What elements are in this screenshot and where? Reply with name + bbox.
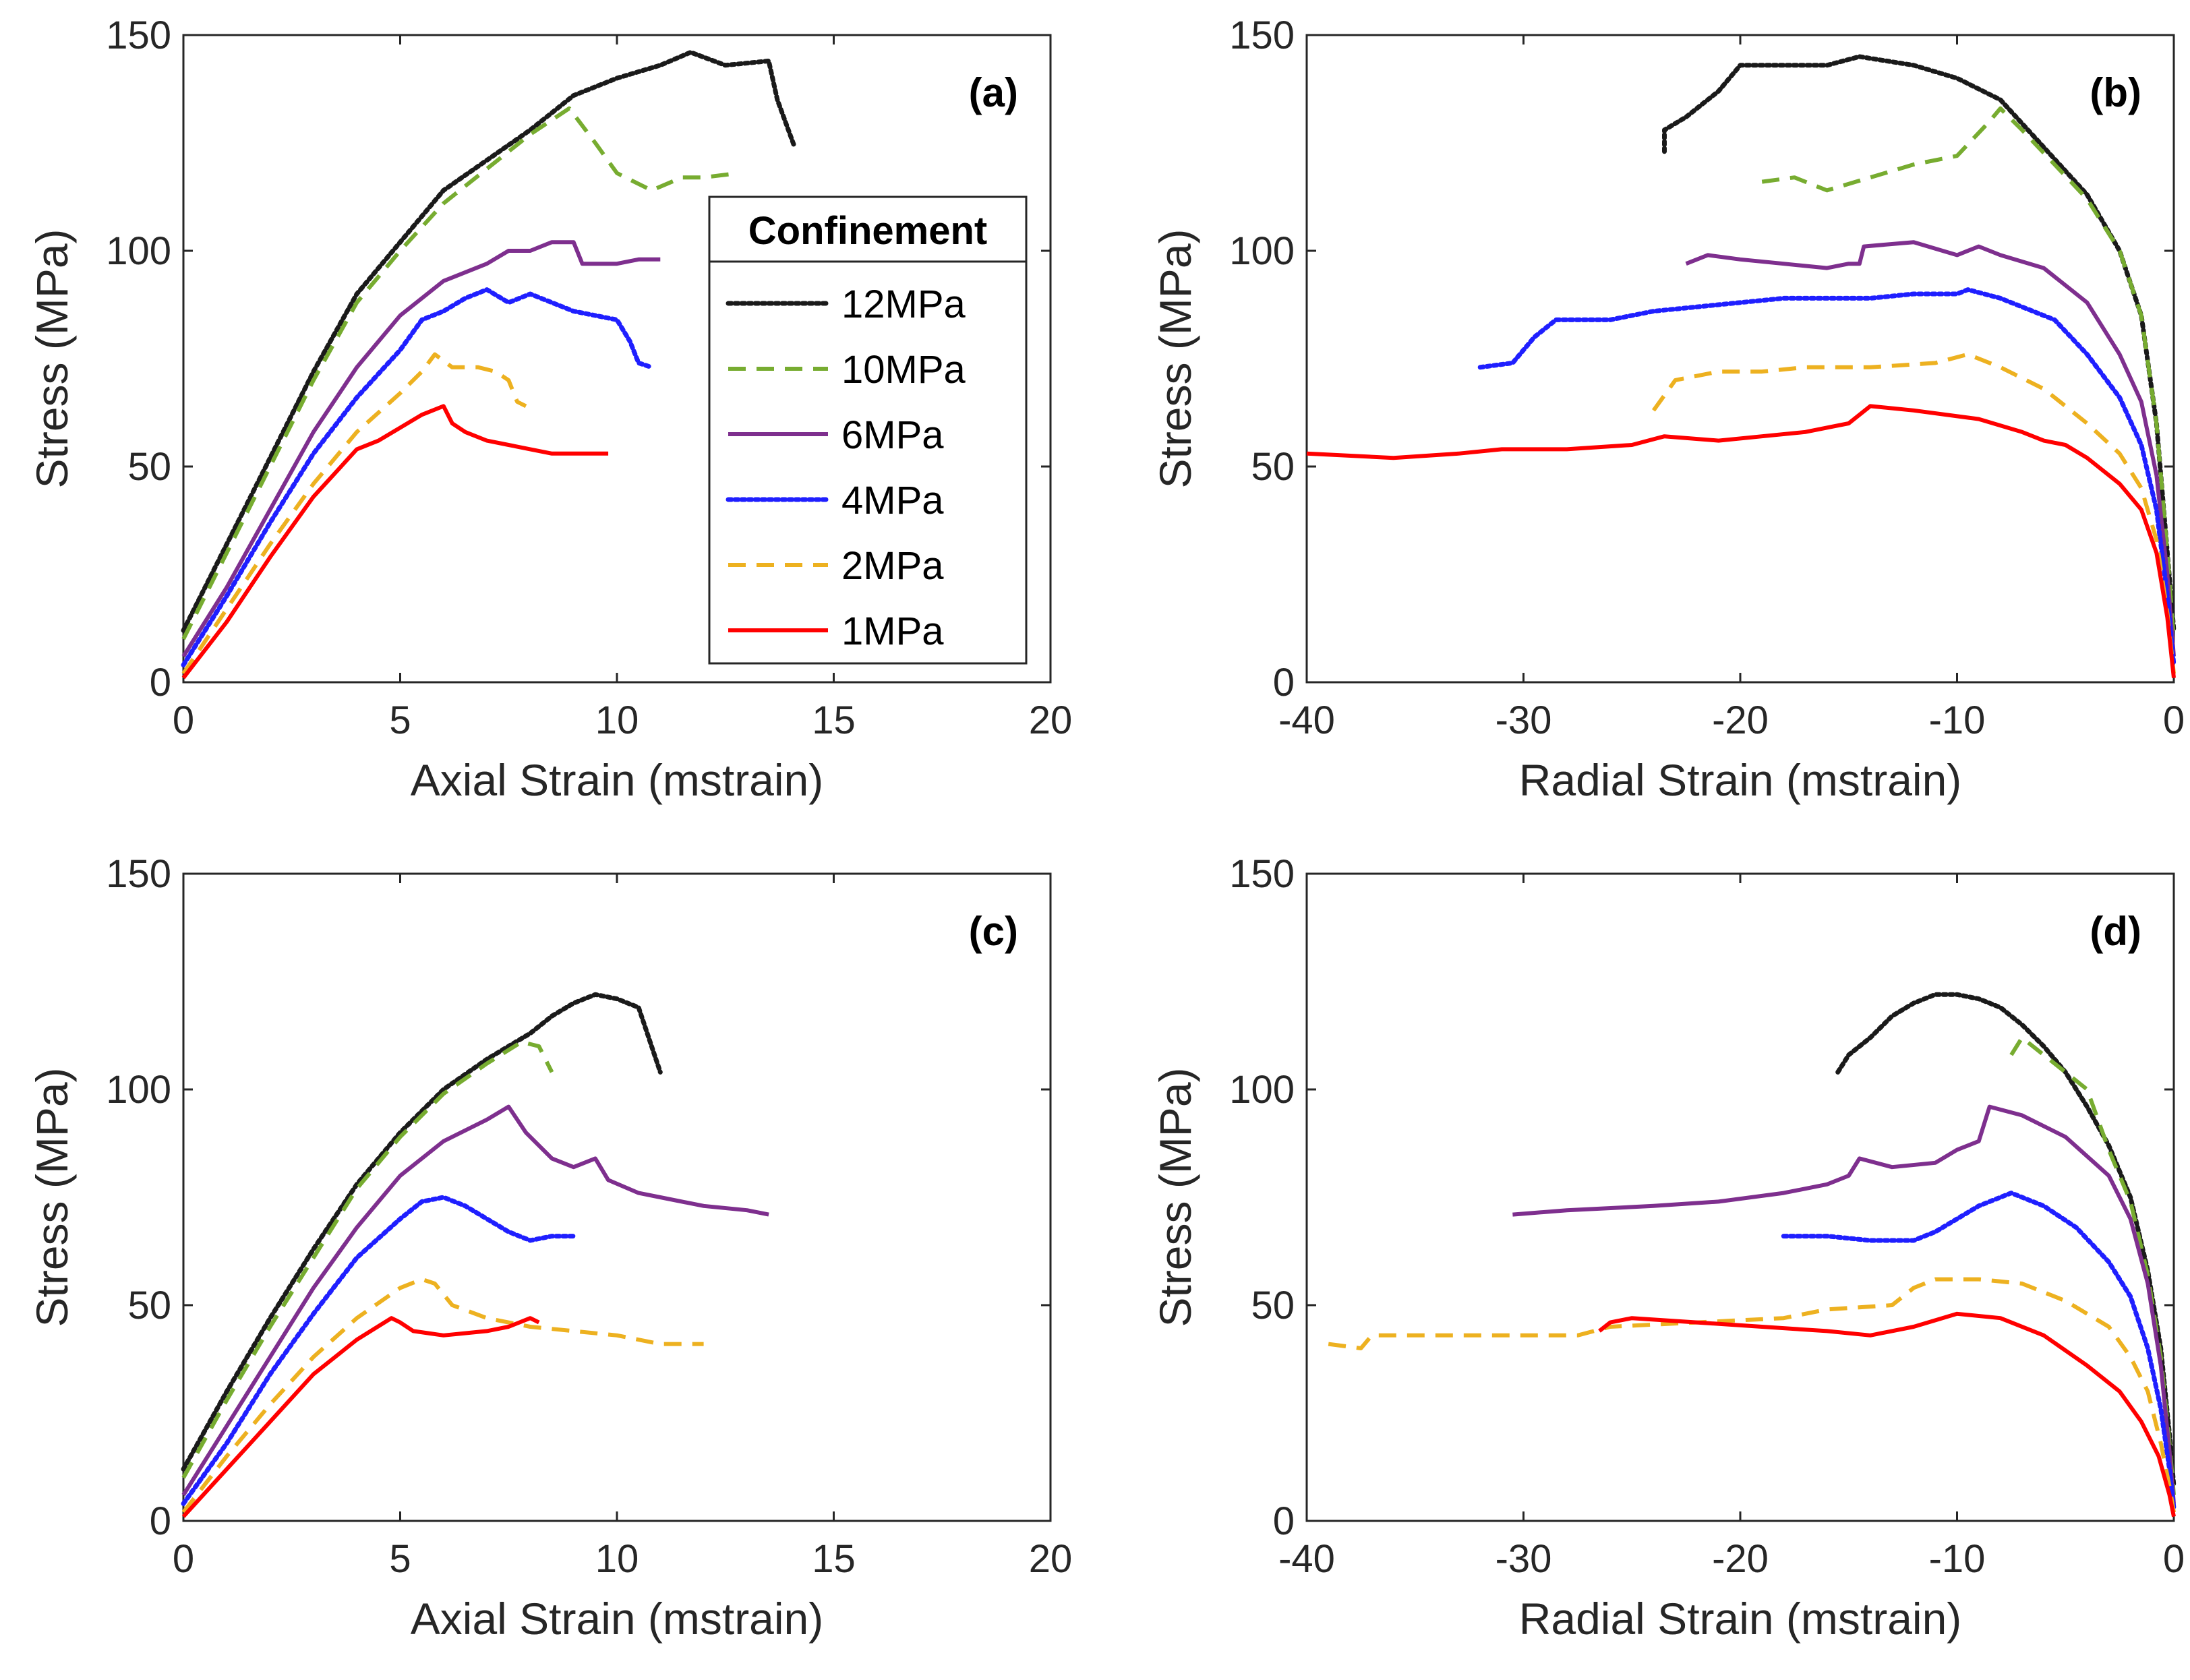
series-line-c-12MPa bbox=[181, 992, 663, 1472]
series-line-b-6MPa bbox=[1685, 240, 2176, 657]
series-line-a-12MPa bbox=[181, 50, 798, 633]
series-line-d-1MPa bbox=[1598, 1311, 2176, 1518]
x-tick-label-c-3: 15 bbox=[812, 1537, 856, 1581]
series-line-a-4MPa bbox=[181, 287, 654, 667]
x-tick-label-b-2: -20 bbox=[1712, 698, 1769, 742]
x-axis-label-d: Radial Strain (mstrain) bbox=[1519, 1594, 1962, 1644]
series-line-c-6MPa bbox=[181, 1104, 769, 1497]
y-tick-label-b-1: 50 bbox=[1251, 445, 1295, 489]
series-line-a-2MPa bbox=[181, 352, 527, 675]
y-tick-label-d-0: 0 bbox=[1273, 1499, 1295, 1543]
x-tick-label-a-0: 0 bbox=[173, 698, 194, 742]
series-line-d-4MPa bbox=[1781, 1191, 2177, 1511]
panel-c: 0 5 10 15 20 0 50 100 150 Axial Strain (mstrain) S… bbox=[27, 852, 1072, 1644]
series-line-a-6MPa bbox=[181, 240, 661, 658]
panel-label-d: (d) bbox=[2090, 909, 2141, 954]
series-group-a bbox=[181, 50, 798, 680]
series-group-d bbox=[1328, 992, 2177, 1518]
y-tick-label-d-1: 50 bbox=[1251, 1284, 1295, 1327]
x-axis-label-c: Axial Strain (mstrain) bbox=[411, 1594, 823, 1644]
x-tick-label-a-4: 20 bbox=[1029, 698, 1073, 742]
x-tick-label-d-3: -10 bbox=[1929, 1537, 1986, 1581]
y-tick-label-c-1: 50 bbox=[127, 1284, 171, 1327]
series-line-c-10MPa bbox=[181, 1040, 554, 1479]
legend-label-12MPa: 12MPa bbox=[841, 282, 966, 326]
y-axis-label-c: Stress (MPa) bbox=[27, 1067, 77, 1327]
y-tick-label-b-0: 0 bbox=[1273, 661, 1295, 704]
x-tick-label-c-0: 0 bbox=[173, 1537, 194, 1581]
series-line-a-10MPa bbox=[181, 106, 739, 640]
y-tick-label-c-3: 150 bbox=[106, 852, 171, 896]
y-tick-label-a-0: 0 bbox=[150, 661, 171, 704]
y-tick-label-c-0: 0 bbox=[150, 1499, 171, 1543]
legend-label-10MPa: 10MPa bbox=[841, 348, 966, 392]
legend-title: Confinement bbox=[748, 209, 987, 253]
x-tick-label-c-1: 5 bbox=[389, 1537, 411, 1581]
y-axis-label-d: Stress (MPa) bbox=[1150, 1067, 1200, 1327]
series-group-b bbox=[1306, 54, 2177, 678]
x-tick-label-d-4: 0 bbox=[2163, 1537, 2185, 1581]
y-tick-label-a-2: 100 bbox=[106, 229, 171, 273]
x-tick-label-b-0: -40 bbox=[1278, 698, 1335, 742]
x-tick-label-d-1: -30 bbox=[1496, 1537, 1552, 1581]
y-tick-label-a-1: 50 bbox=[127, 445, 171, 489]
series-group-c bbox=[181, 992, 769, 1518]
x-tick-label-d-2: -20 bbox=[1712, 1537, 1769, 1581]
legend: Confinement 12MPa 10MPa 6MPa 4MPa 2MPa 1MPa bbox=[708, 196, 1028, 665]
legend-box bbox=[708, 196, 1028, 665]
x-axis-label-a: Axial Strain (mstrain) bbox=[411, 755, 823, 805]
y-tick-label-d-3: 150 bbox=[1229, 852, 1295, 896]
panel-b: -40 -30 -20 -10 0 0 50 100 150 Radial Strain (mst… bbox=[1150, 13, 2185, 805]
x-tick-label-c-2: 10 bbox=[595, 1537, 639, 1581]
legend-label-4MPa: 4MPa bbox=[841, 479, 944, 522]
y-tick-label-d-2: 100 bbox=[1229, 1068, 1295, 1112]
series-line-d-2MPa bbox=[1328, 1277, 2176, 1513]
panel-label-b: (b) bbox=[2090, 70, 2141, 115]
legend-label-6MPa: 6MPa bbox=[841, 413, 944, 457]
series-line-c-2MPa bbox=[181, 1277, 704, 1514]
y-tick-label-b-3: 150 bbox=[1229, 13, 1295, 57]
y-tick-label-b-2: 100 bbox=[1229, 229, 1295, 273]
series-line-c-1MPa bbox=[181, 1316, 540, 1518]
legend-label-2MPa: 2MPa bbox=[841, 544, 944, 588]
legend-label-1MPa: 1MPa bbox=[841, 609, 944, 653]
series-line-b-2MPa bbox=[1651, 352, 2176, 674]
x-tick-label-d-0: -40 bbox=[1278, 1537, 1335, 1581]
x-tick-label-b-1: -30 bbox=[1496, 698, 1552, 742]
series-line-a-1MPa bbox=[181, 404, 609, 680]
series-line-b-4MPa bbox=[1477, 287, 2177, 667]
y-tick-label-c-2: 100 bbox=[106, 1068, 171, 1112]
panel-label-c: (c) bbox=[969, 909, 1018, 954]
x-tick-label-c-4: 20 bbox=[1029, 1537, 1073, 1581]
x-tick-label-a-3: 15 bbox=[812, 698, 856, 742]
x-tick-label-a-2: 10 bbox=[595, 698, 639, 742]
x-tick-label-a-1: 5 bbox=[389, 698, 411, 742]
y-axis-label-a: Stress (MPa) bbox=[27, 229, 77, 488]
panel-a: 0 5 10 15 20 0 50 100 150 Axial Strain (mstrain) S… bbox=[27, 13, 1072, 805]
x-axis-label-b: Radial Strain (mstrain) bbox=[1519, 755, 1962, 805]
x-tick-label-b-4: 0 bbox=[2163, 698, 2185, 742]
y-axis-label-b: Stress (MPa) bbox=[1150, 229, 1200, 488]
series-line-c-4MPa bbox=[181, 1195, 576, 1506]
panel-d: -40 -30 -20 -10 0 0 50 100 150 Radial Strain (mst… bbox=[1150, 852, 2185, 1644]
x-tick-label-b-3: -10 bbox=[1929, 698, 1986, 742]
series-line-b-10MPa bbox=[1761, 106, 2176, 640]
series-line-b-1MPa bbox=[1306, 404, 2176, 678]
series-line-d-6MPa bbox=[1512, 1104, 2176, 1504]
y-tick-label-a-3: 150 bbox=[106, 13, 171, 57]
panel-label-a: (a) bbox=[969, 70, 1018, 115]
